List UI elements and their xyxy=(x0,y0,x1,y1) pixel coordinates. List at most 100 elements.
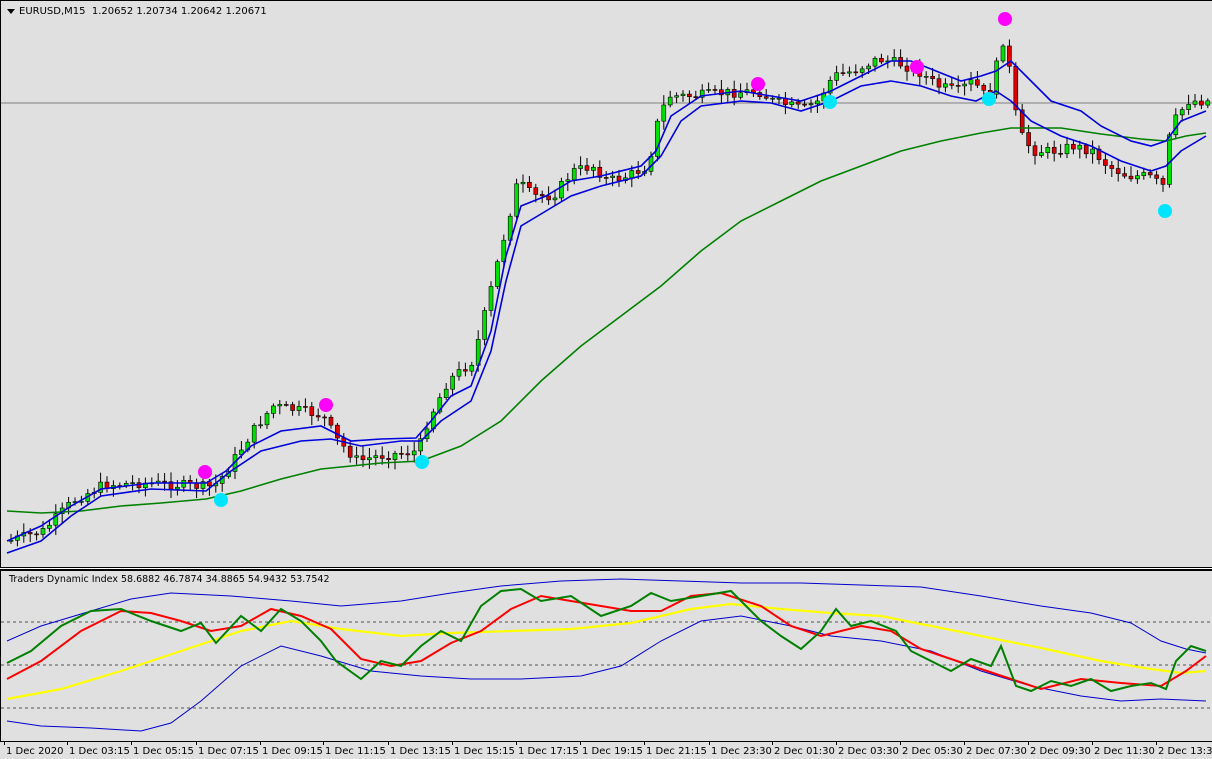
candle-body xyxy=(1083,144,1089,155)
candle-body xyxy=(354,455,359,458)
candle-body xyxy=(674,95,679,98)
candle-body xyxy=(322,416,327,419)
candle-body xyxy=(1064,143,1070,155)
candle-body xyxy=(1103,159,1108,166)
candle-body xyxy=(1199,100,1204,106)
indicator-canvas[interactable] xyxy=(1,571,1212,742)
time-axis: 1 Dec 2020 1 Dec 03:15 1 Dec 05:15 1 Dec 07… xyxy=(0,741,1212,759)
time-axis-tick xyxy=(772,741,773,745)
candle-body xyxy=(379,455,385,459)
time-axis-tick xyxy=(964,741,965,745)
time-axis-label: 2 Dec 09:30 xyxy=(1030,746,1091,757)
time-axis-tick xyxy=(67,741,68,745)
candle-body xyxy=(975,79,980,86)
candle-body xyxy=(840,72,846,74)
indicator-pane[interactable]: Traders Dynamic Index 58.6882 46.7874 34… xyxy=(0,570,1212,741)
time-axis-tick xyxy=(323,741,324,745)
candle-body xyxy=(667,96,673,106)
time-axis-label: 2 Dec 01:30 xyxy=(774,746,835,757)
symbol-timeframe: EURUSD,M15 xyxy=(19,6,86,17)
candle-body xyxy=(315,415,321,418)
candle-body xyxy=(923,75,929,78)
candle-body xyxy=(303,406,308,408)
time-axis-label: 1 Dec 15:15 xyxy=(454,746,515,757)
candle-body xyxy=(591,166,596,171)
buy-signal-dot xyxy=(214,493,228,507)
time-axis-label: 2 Dec 03:30 xyxy=(838,746,899,757)
sell-signal-dot xyxy=(198,465,212,479)
candle-body xyxy=(1019,109,1025,133)
price-chart-pane[interactable]: EURUSD,M15 1.20652 1.20734 1.20642 1.206… xyxy=(0,0,1212,568)
candle-body xyxy=(283,404,289,406)
candle-body xyxy=(655,120,660,157)
time-axis-tick xyxy=(709,741,710,745)
candle-body xyxy=(719,89,724,96)
candle-body xyxy=(418,438,423,452)
buy-signal-dot xyxy=(823,95,837,109)
candle-body xyxy=(949,83,955,86)
candle-body xyxy=(1000,45,1006,62)
time-axis-tick xyxy=(580,741,581,745)
time-axis-label: 1 Dec 03:15 xyxy=(69,746,130,757)
candle-body xyxy=(859,68,865,73)
candle-body xyxy=(411,450,417,456)
candle-body xyxy=(853,71,859,74)
time-axis-label: 2 Dec 07:30 xyxy=(966,746,1027,757)
candle-body xyxy=(1141,172,1147,176)
time-axis-label: 1 Dec 05:15 xyxy=(133,746,194,757)
ma-slow-line xyxy=(6,127,1207,514)
candle-body xyxy=(34,533,39,536)
candle-body xyxy=(335,424,340,439)
candle-body xyxy=(546,195,551,201)
candle-body xyxy=(527,181,532,188)
candle-body xyxy=(1122,173,1127,177)
candle-body xyxy=(1115,168,1121,174)
candle-body xyxy=(437,397,443,413)
time-axis-label: 1 Dec 17:15 xyxy=(518,746,579,757)
candle-body xyxy=(1167,134,1172,185)
candle-body xyxy=(367,457,372,461)
candle-body xyxy=(776,97,782,100)
candle-body xyxy=(693,96,699,98)
candle-body xyxy=(328,416,334,426)
candle-body xyxy=(40,528,46,535)
candle-body xyxy=(463,369,468,372)
time-axis-label: 1 Dec 13:15 xyxy=(390,746,451,757)
sell-signal-dot xyxy=(910,60,924,74)
time-axis-tick xyxy=(260,741,261,745)
candle-body xyxy=(962,83,967,87)
buy-signal-dot xyxy=(982,92,996,106)
candle-body xyxy=(770,97,775,100)
price-chart-canvas[interactable] xyxy=(1,1,1212,569)
candle-body xyxy=(584,165,590,171)
pane-separator[interactable] xyxy=(0,567,1212,570)
candle-body xyxy=(495,261,500,287)
sell-signal-dot xyxy=(319,398,333,412)
candle-body xyxy=(482,310,487,340)
candle-body xyxy=(712,89,718,91)
chart-header: EURUSD,M15 1.20652 1.20734 1.20642 1.206… xyxy=(7,6,267,17)
candle-body xyxy=(1109,165,1115,169)
candle-body xyxy=(629,170,635,179)
ma-upper-line xyxy=(6,59,1207,542)
time-axis-tick xyxy=(196,741,197,745)
time-axis-tick xyxy=(4,741,5,745)
time-axis-tick xyxy=(900,741,901,745)
candle-body xyxy=(1160,178,1166,185)
candle-body xyxy=(1096,148,1102,160)
candle-body xyxy=(936,78,942,88)
candle-body xyxy=(1045,146,1051,153)
dropdown-triangle-icon[interactable] xyxy=(7,8,15,14)
candle-body xyxy=(943,83,948,88)
indicator-name: Traders Dynamic Index xyxy=(9,574,118,585)
candle-body xyxy=(968,79,974,85)
candle-body xyxy=(1135,175,1140,180)
tdi-upper-band xyxy=(6,578,1207,654)
time-axis-label: 1 Dec 07:15 xyxy=(198,746,259,757)
ma-lower-line xyxy=(6,80,1207,554)
candle-body xyxy=(514,183,519,217)
candle-body xyxy=(1090,148,1095,155)
candle-body xyxy=(904,65,910,72)
candle-body xyxy=(264,413,270,426)
candle-body xyxy=(271,405,276,414)
